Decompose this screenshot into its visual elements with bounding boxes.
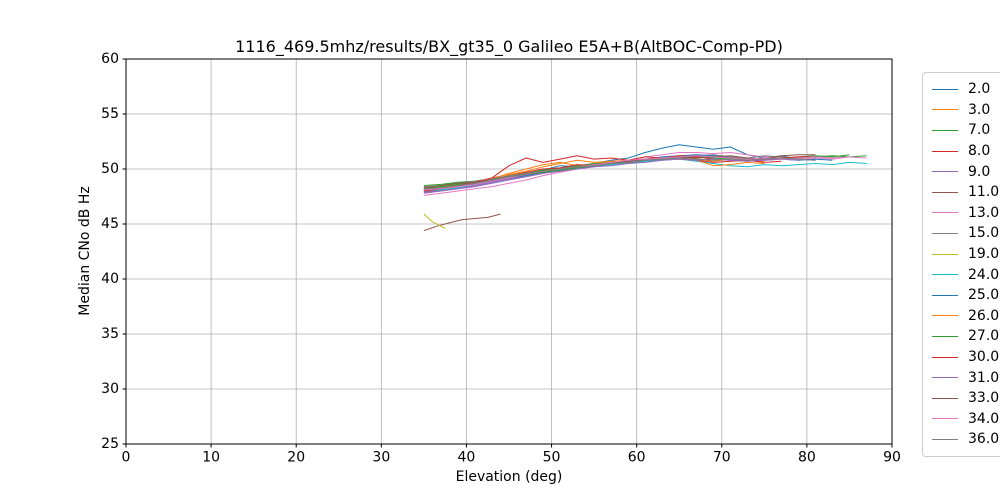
x-tick-label: 30	[372, 450, 390, 466]
y-tick-label: 55	[101, 106, 119, 122]
chart-title: 1116_469.5mhz/results/BX_gt35_0 Galileo …	[235, 37, 783, 56]
legend-label: 26.0	[968, 307, 1000, 324]
x-tick-label: 40	[458, 450, 476, 466]
legend-line-swatch	[932, 191, 958, 193]
series-line-31.0	[423, 158, 799, 193]
legend-line-swatch	[932, 335, 958, 337]
legend-label: 25.0	[968, 287, 1000, 304]
legend-line-swatch	[932, 88, 958, 90]
legend-item: 15.0	[932, 223, 1000, 244]
axes-spines	[125, 58, 893, 445]
y-tick-label: 45	[101, 216, 119, 232]
legend-label: 9.0	[968, 163, 991, 180]
y-tick-label: 50	[101, 161, 119, 177]
legend: 2.0 3.0 7.0 8.0 9.0 11.0 13.0 15.0 19.0 24.0 25.0 2…	[922, 72, 1000, 457]
legend-label: 15.0	[968, 225, 1000, 242]
legend-item: 33.0	[932, 388, 1000, 409]
y-tick-label: 60	[101, 51, 119, 67]
series-line-36.0	[423, 157, 816, 190]
legend-item: 13.0	[932, 203, 1000, 224]
legend-line-swatch	[932, 171, 958, 173]
series-line-34.0	[423, 155, 850, 191]
y-tick-label: 40	[101, 271, 119, 287]
x-axis-label: Elevation (deg)	[455, 469, 563, 485]
series-line-11.0	[423, 213, 501, 232]
legend-line-swatch	[932, 418, 958, 420]
legend-item: 3.0	[932, 100, 1000, 121]
legend-label: 27.0	[968, 328, 1000, 345]
legend-item: 26.0	[932, 306, 1000, 327]
legend-line-swatch	[932, 315, 958, 317]
legend-item: 31.0	[932, 367, 1000, 388]
legend-item: 8.0	[932, 141, 1000, 162]
legend-line-swatch	[932, 438, 958, 440]
legend-item: 11.0	[932, 182, 1000, 203]
legend-item: 7.0	[932, 120, 1000, 141]
series-line-24.0	[423, 158, 867, 192]
legend-item: 25.0	[932, 285, 1000, 306]
x-tick-label: 60	[628, 450, 646, 466]
legend-line-swatch	[932, 397, 958, 399]
legend-label: 11.0	[968, 184, 1000, 201]
legend-line-swatch	[932, 109, 958, 111]
legend-label: 36.0	[968, 431, 1000, 448]
legend-line-swatch	[932, 274, 958, 276]
series-line-19.0	[423, 213, 446, 229]
legend-item: 34.0	[932, 409, 1000, 430]
legend-label: 8.0	[968, 143, 991, 160]
legend-label: 7.0	[968, 122, 991, 139]
x-tick-label: 70	[713, 450, 731, 466]
legend-label: 30.0	[968, 349, 1000, 366]
legend-line-swatch	[932, 294, 958, 296]
legend-line-swatch	[932, 377, 958, 379]
legend-label: 33.0	[968, 390, 1000, 407]
legend-line-swatch	[932, 129, 958, 131]
x-tick-label: 0	[122, 450, 131, 466]
legend-label: 24.0	[968, 266, 1000, 283]
legend-line-swatch	[932, 253, 958, 255]
legend-item: 24.0	[932, 264, 1000, 285]
legend-label: 3.0	[968, 101, 991, 118]
legend-label: 13.0	[968, 204, 1000, 221]
legend-line-swatch	[932, 232, 958, 234]
legend-item: 36.0	[932, 429, 1000, 450]
legend-item: 19.0	[932, 244, 1000, 265]
y-tick-label: 25	[101, 436, 119, 452]
x-tick-label: 80	[798, 450, 816, 466]
x-tick-label: 90	[883, 450, 901, 466]
legend-item: 9.0	[932, 161, 1000, 182]
legend-item: 30.0	[932, 347, 1000, 368]
legend-label: 2.0	[968, 81, 991, 98]
x-tick-label: 20	[287, 450, 305, 466]
legend-label: 19.0	[968, 246, 1000, 263]
x-tick-label: 10	[202, 450, 220, 466]
legend-line-swatch	[932, 356, 958, 358]
y-tick-label: 30	[101, 381, 119, 397]
legend-label: 34.0	[968, 410, 1000, 427]
y-axis-label: Median CNo dB Hz	[77, 186, 93, 316]
legend-line-swatch	[932, 150, 958, 152]
x-tick-label: 50	[543, 450, 561, 466]
legend-line-swatch	[932, 212, 958, 214]
legend-item: 2.0	[932, 79, 1000, 100]
legend-label: 31.0	[968, 369, 1000, 386]
y-tick-label: 35	[101, 326, 119, 342]
legend-item: 27.0	[932, 326, 1000, 347]
